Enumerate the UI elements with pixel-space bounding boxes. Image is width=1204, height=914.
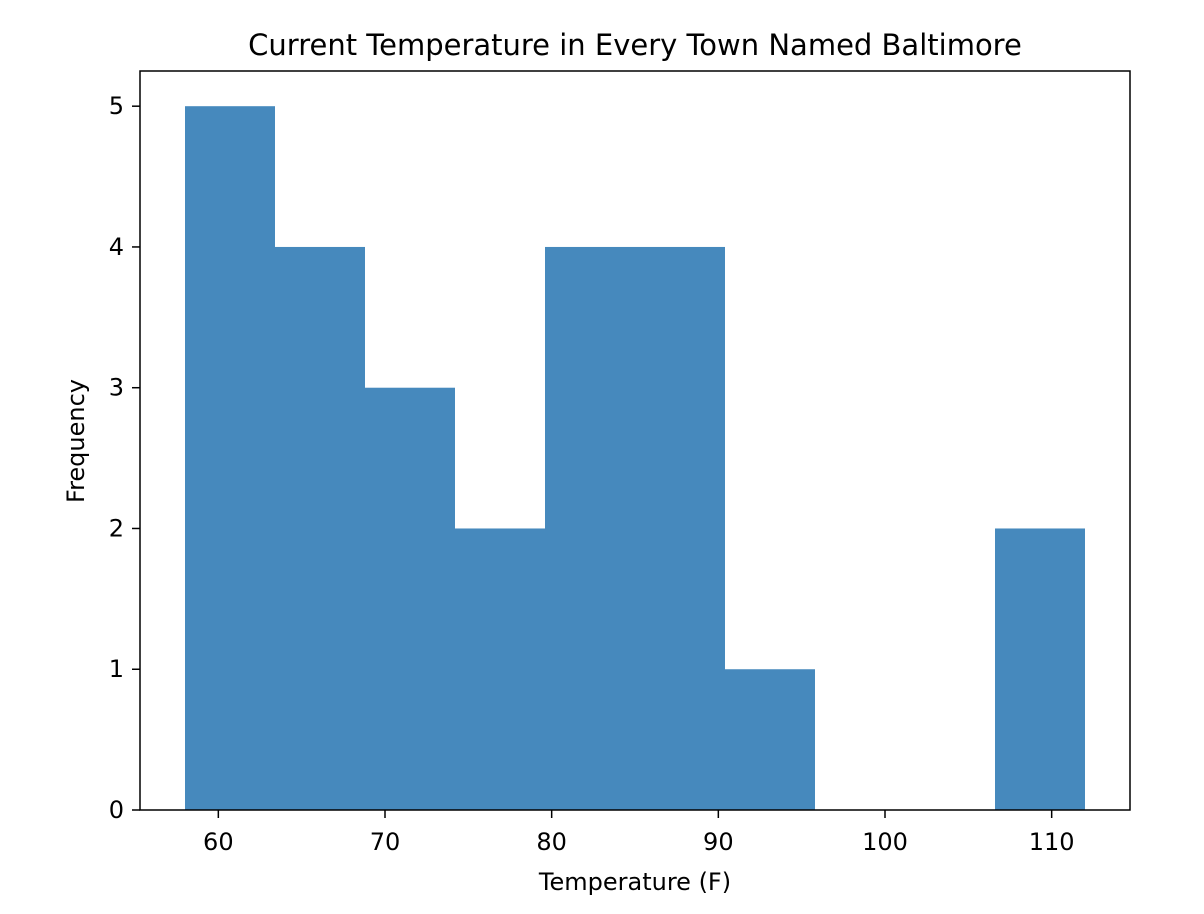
y-tick-label: 5 bbox=[109, 92, 124, 120]
plot-frame bbox=[139, 70, 1131, 811]
y-axis-label: Frequency bbox=[62, 379, 90, 503]
y-tick-label: 1 bbox=[109, 655, 124, 683]
x-axis-label: Temperature (F) bbox=[538, 868, 731, 896]
histogram-bar-6 bbox=[635, 246, 725, 810]
x-tick-label: 80 bbox=[536, 828, 567, 856]
x-tick-label: 70 bbox=[370, 828, 401, 856]
x-axis-ticks: 60 70 80 90 100 110 bbox=[203, 810, 1075, 856]
x-tick-label: 100 bbox=[862, 828, 908, 856]
histogram-bar-4 bbox=[455, 528, 545, 810]
histogram-bar-1 bbox=[185, 106, 275, 810]
y-tick-label: 3 bbox=[109, 374, 124, 402]
histogram-bar-5 bbox=[545, 246, 635, 810]
x-tick-label: 110 bbox=[1029, 828, 1075, 856]
histogram-bar-7 bbox=[725, 669, 815, 810]
histogram-bars bbox=[185, 106, 1085, 810]
y-axis-ticks: 0 1 2 3 4 5 bbox=[109, 92, 140, 824]
y-tick-label: 4 bbox=[109, 233, 124, 261]
histogram-bar-2 bbox=[275, 246, 365, 810]
histogram-bar-10 bbox=[995, 528, 1085, 810]
histogram-bar-3 bbox=[365, 387, 455, 810]
y-tick-label: 0 bbox=[109, 796, 124, 824]
x-tick-label: 90 bbox=[703, 828, 734, 856]
chart-title: Current Temperature in Every Town Named … bbox=[248, 28, 1022, 62]
y-tick-label: 2 bbox=[109, 514, 124, 542]
x-tick-label: 60 bbox=[203, 828, 234, 856]
